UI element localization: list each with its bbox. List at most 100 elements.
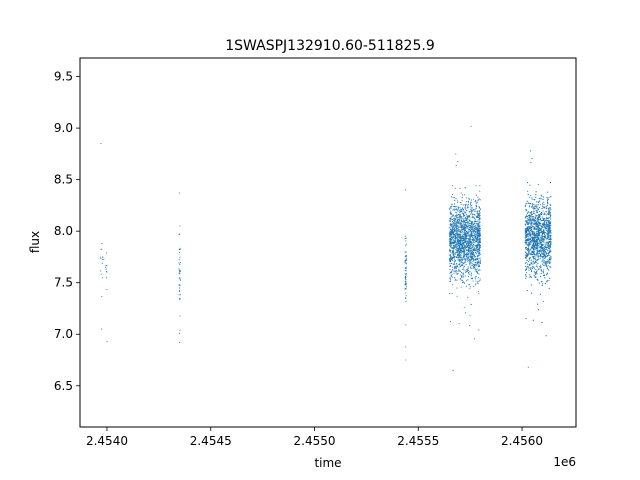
data-point [449,234,451,236]
data-point [479,278,481,280]
data-point [467,228,469,230]
data-point [532,204,534,206]
data-point [472,210,474,212]
data-point [534,224,537,226]
data-point [479,209,481,211]
data-point [453,253,455,255]
data-point [474,209,476,211]
data-point [467,253,469,255]
data-point [541,243,543,245]
data-point [461,246,463,248]
data-point [455,218,457,220]
data-point [541,212,543,214]
data-point [527,202,530,204]
data-point [454,279,456,281]
data-point [540,232,542,234]
data-point [460,286,462,288]
data-point [105,271,107,273]
data-point [541,235,543,237]
y-tick-label: 7.0 [54,327,73,341]
data-point [472,246,474,248]
data-point [465,255,468,257]
data-point [534,233,536,235]
data-point [462,272,465,274]
data-point [537,243,539,245]
data-point [478,257,480,259]
data-point [478,230,480,232]
data-point [528,252,530,254]
data-point [526,230,528,232]
data-point [528,223,530,225]
data-point [178,298,180,300]
data-point [476,237,478,239]
data-point [178,290,181,292]
data-point [451,233,453,235]
data-point [471,263,473,265]
data-point [536,254,538,256]
data-point [469,208,471,210]
data-point [470,254,472,256]
data-point [460,219,462,221]
data-point [543,231,545,233]
data-point [464,204,467,206]
data-point [179,285,181,287]
data-point [478,254,480,256]
y-tick-label: 7.5 [54,276,73,290]
data-point [550,237,552,239]
data-point [478,243,480,245]
data-point [474,238,476,240]
data-point [533,211,535,213]
data-point [459,260,461,262]
data-point [453,224,455,227]
data-point [535,261,537,263]
data-point [528,219,530,221]
data-point [539,293,541,295]
data-point [478,234,480,236]
data-point [455,234,457,236]
data-point [533,238,536,240]
data-point [549,227,551,229]
data-point [452,205,454,207]
data-point [468,255,470,257]
data-point [465,222,467,224]
data-point [524,232,526,234]
data-point [478,226,480,228]
data-point [461,220,463,222]
data-point [479,190,481,192]
data-point [462,275,464,277]
data-point [462,267,465,269]
data-point [466,226,468,228]
data-point [526,221,528,223]
data-point [464,207,466,209]
data-point [454,235,456,237]
data-point [106,288,108,291]
data-point [467,201,469,203]
data-point [462,227,464,229]
data-point [525,246,527,249]
data-point [550,242,552,244]
data-point [457,238,459,240]
data-point [542,224,544,226]
data-point [547,226,549,228]
data-point [525,269,527,271]
data-point [461,259,463,261]
data-point [461,275,463,277]
data-point [475,250,477,252]
data-point [531,221,533,223]
data-point [536,269,538,271]
data-point [474,201,476,203]
data-point [548,237,550,239]
data-point [476,223,478,225]
data-point [479,199,481,201]
data-point [404,273,406,275]
data-point [458,222,460,224]
data-point [471,231,473,233]
data-point [535,229,538,231]
data-point [470,272,473,274]
data-point [535,196,537,198]
data-point [451,273,453,276]
data-point [464,194,466,196]
data-point [467,255,469,257]
data-point [476,245,478,247]
data-point [469,241,471,243]
